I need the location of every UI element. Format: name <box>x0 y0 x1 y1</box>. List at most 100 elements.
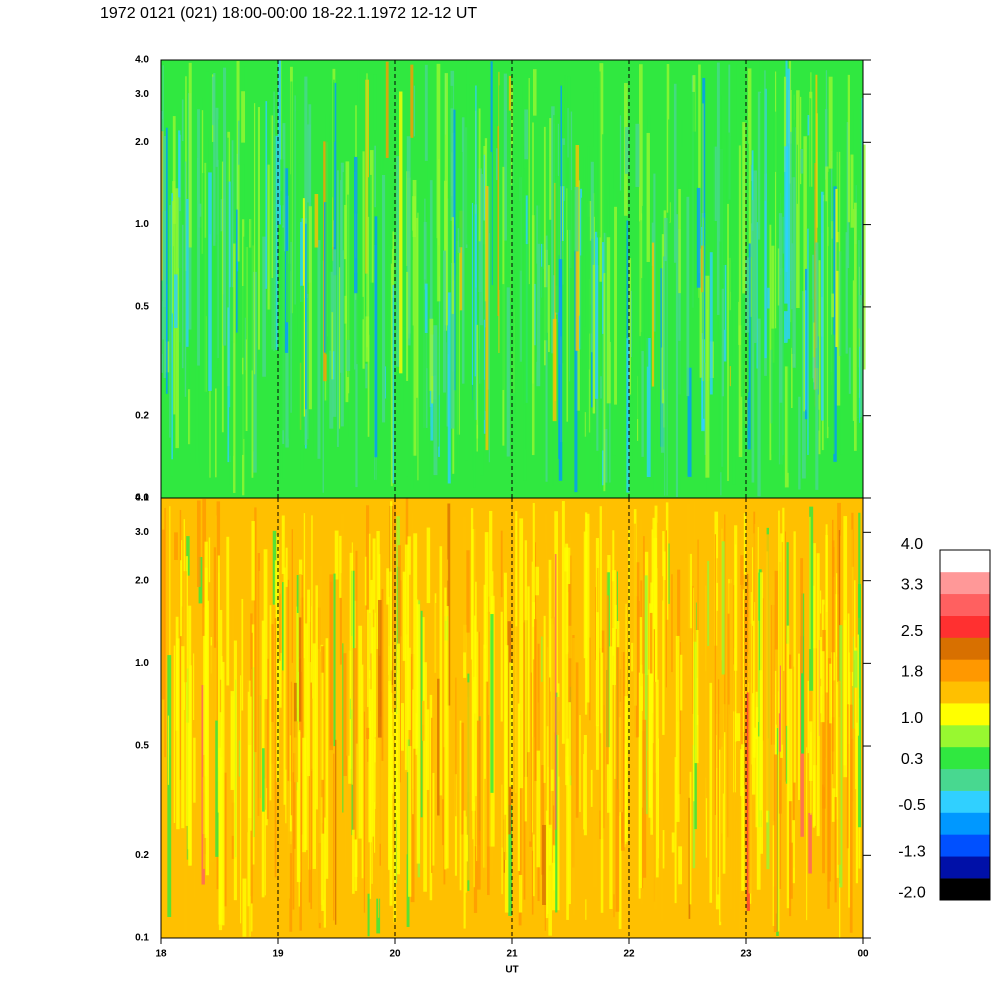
texture <box>805 290 807 410</box>
texture <box>715 670 718 736</box>
texture <box>493 69 496 190</box>
texture <box>299 789 302 931</box>
texture <box>696 187 701 288</box>
texture <box>293 682 298 738</box>
texture <box>544 513 548 549</box>
texture <box>836 573 839 657</box>
texture <box>764 70 766 201</box>
texture <box>495 148 498 181</box>
texture <box>858 512 861 618</box>
texture <box>738 798 742 932</box>
texture <box>247 619 250 692</box>
texture <box>858 584 862 828</box>
texture <box>837 680 841 865</box>
texture <box>344 295 347 324</box>
texture <box>834 797 837 903</box>
texture <box>662 830 665 869</box>
texture <box>579 715 581 812</box>
texture <box>686 503 691 676</box>
texture <box>500 611 503 722</box>
texture <box>183 571 187 683</box>
texture <box>634 273 638 484</box>
texture <box>417 212 419 481</box>
colorbar-band <box>940 615 990 638</box>
y-tick-label: 0.1 <box>135 933 149 944</box>
texture <box>411 230 413 260</box>
texture <box>693 549 697 642</box>
texture <box>297 158 300 433</box>
texture <box>451 217 454 314</box>
texture <box>638 64 643 337</box>
texture <box>381 175 386 423</box>
texture <box>293 753 296 849</box>
texture <box>346 339 351 371</box>
texture <box>641 673 646 732</box>
texture <box>423 662 427 892</box>
texture <box>812 254 815 379</box>
texture <box>566 738 569 920</box>
colorbar-band <box>940 550 990 573</box>
texture <box>532 502 535 660</box>
texture <box>487 611 490 896</box>
texture <box>590 333 592 445</box>
texture <box>514 598 516 749</box>
texture <box>365 316 370 362</box>
texture <box>568 555 572 776</box>
texture <box>595 587 597 661</box>
texture <box>392 735 395 853</box>
texture <box>853 202 857 451</box>
texture <box>208 172 212 391</box>
texture <box>386 568 390 605</box>
texture <box>583 734 587 836</box>
texture <box>264 778 266 896</box>
colorbar-band <box>940 856 990 879</box>
texture <box>324 674 327 879</box>
texture <box>193 653 195 720</box>
texture <box>590 769 593 807</box>
texture <box>568 702 571 905</box>
texture <box>806 662 809 856</box>
texture <box>640 356 643 444</box>
texture <box>798 653 800 800</box>
texture <box>661 234 665 404</box>
texture <box>343 653 347 777</box>
texture <box>208 537 211 583</box>
texture <box>325 638 329 879</box>
texture <box>415 68 417 91</box>
texture <box>801 126 803 386</box>
texture <box>288 831 293 854</box>
texture <box>632 523 637 769</box>
texture <box>634 68 638 111</box>
texture <box>821 191 824 421</box>
texture <box>188 389 191 445</box>
texture <box>242 164 245 211</box>
texture <box>421 700 425 741</box>
texture <box>465 816 467 893</box>
texture <box>798 396 801 490</box>
texture <box>524 109 529 160</box>
texture <box>814 162 816 407</box>
texture <box>604 199 608 430</box>
texture <box>827 720 830 909</box>
texture <box>434 238 438 317</box>
texture <box>497 126 499 316</box>
texture <box>333 753 335 921</box>
texture <box>403 92 406 327</box>
texture <box>757 318 761 497</box>
texture <box>599 652 601 811</box>
texture <box>408 746 412 897</box>
texture <box>241 91 246 143</box>
texture <box>376 531 380 649</box>
texture <box>384 366 386 399</box>
texture <box>551 106 555 354</box>
texture <box>567 76 571 230</box>
texture <box>203 237 207 397</box>
texture <box>374 145 376 208</box>
texture <box>298 656 300 907</box>
texture <box>437 678 440 816</box>
colorbar-band <box>940 659 990 682</box>
texture <box>825 524 828 613</box>
texture <box>818 260 821 455</box>
texture <box>195 94 198 351</box>
y-tick-label: 0.1 <box>135 493 149 504</box>
